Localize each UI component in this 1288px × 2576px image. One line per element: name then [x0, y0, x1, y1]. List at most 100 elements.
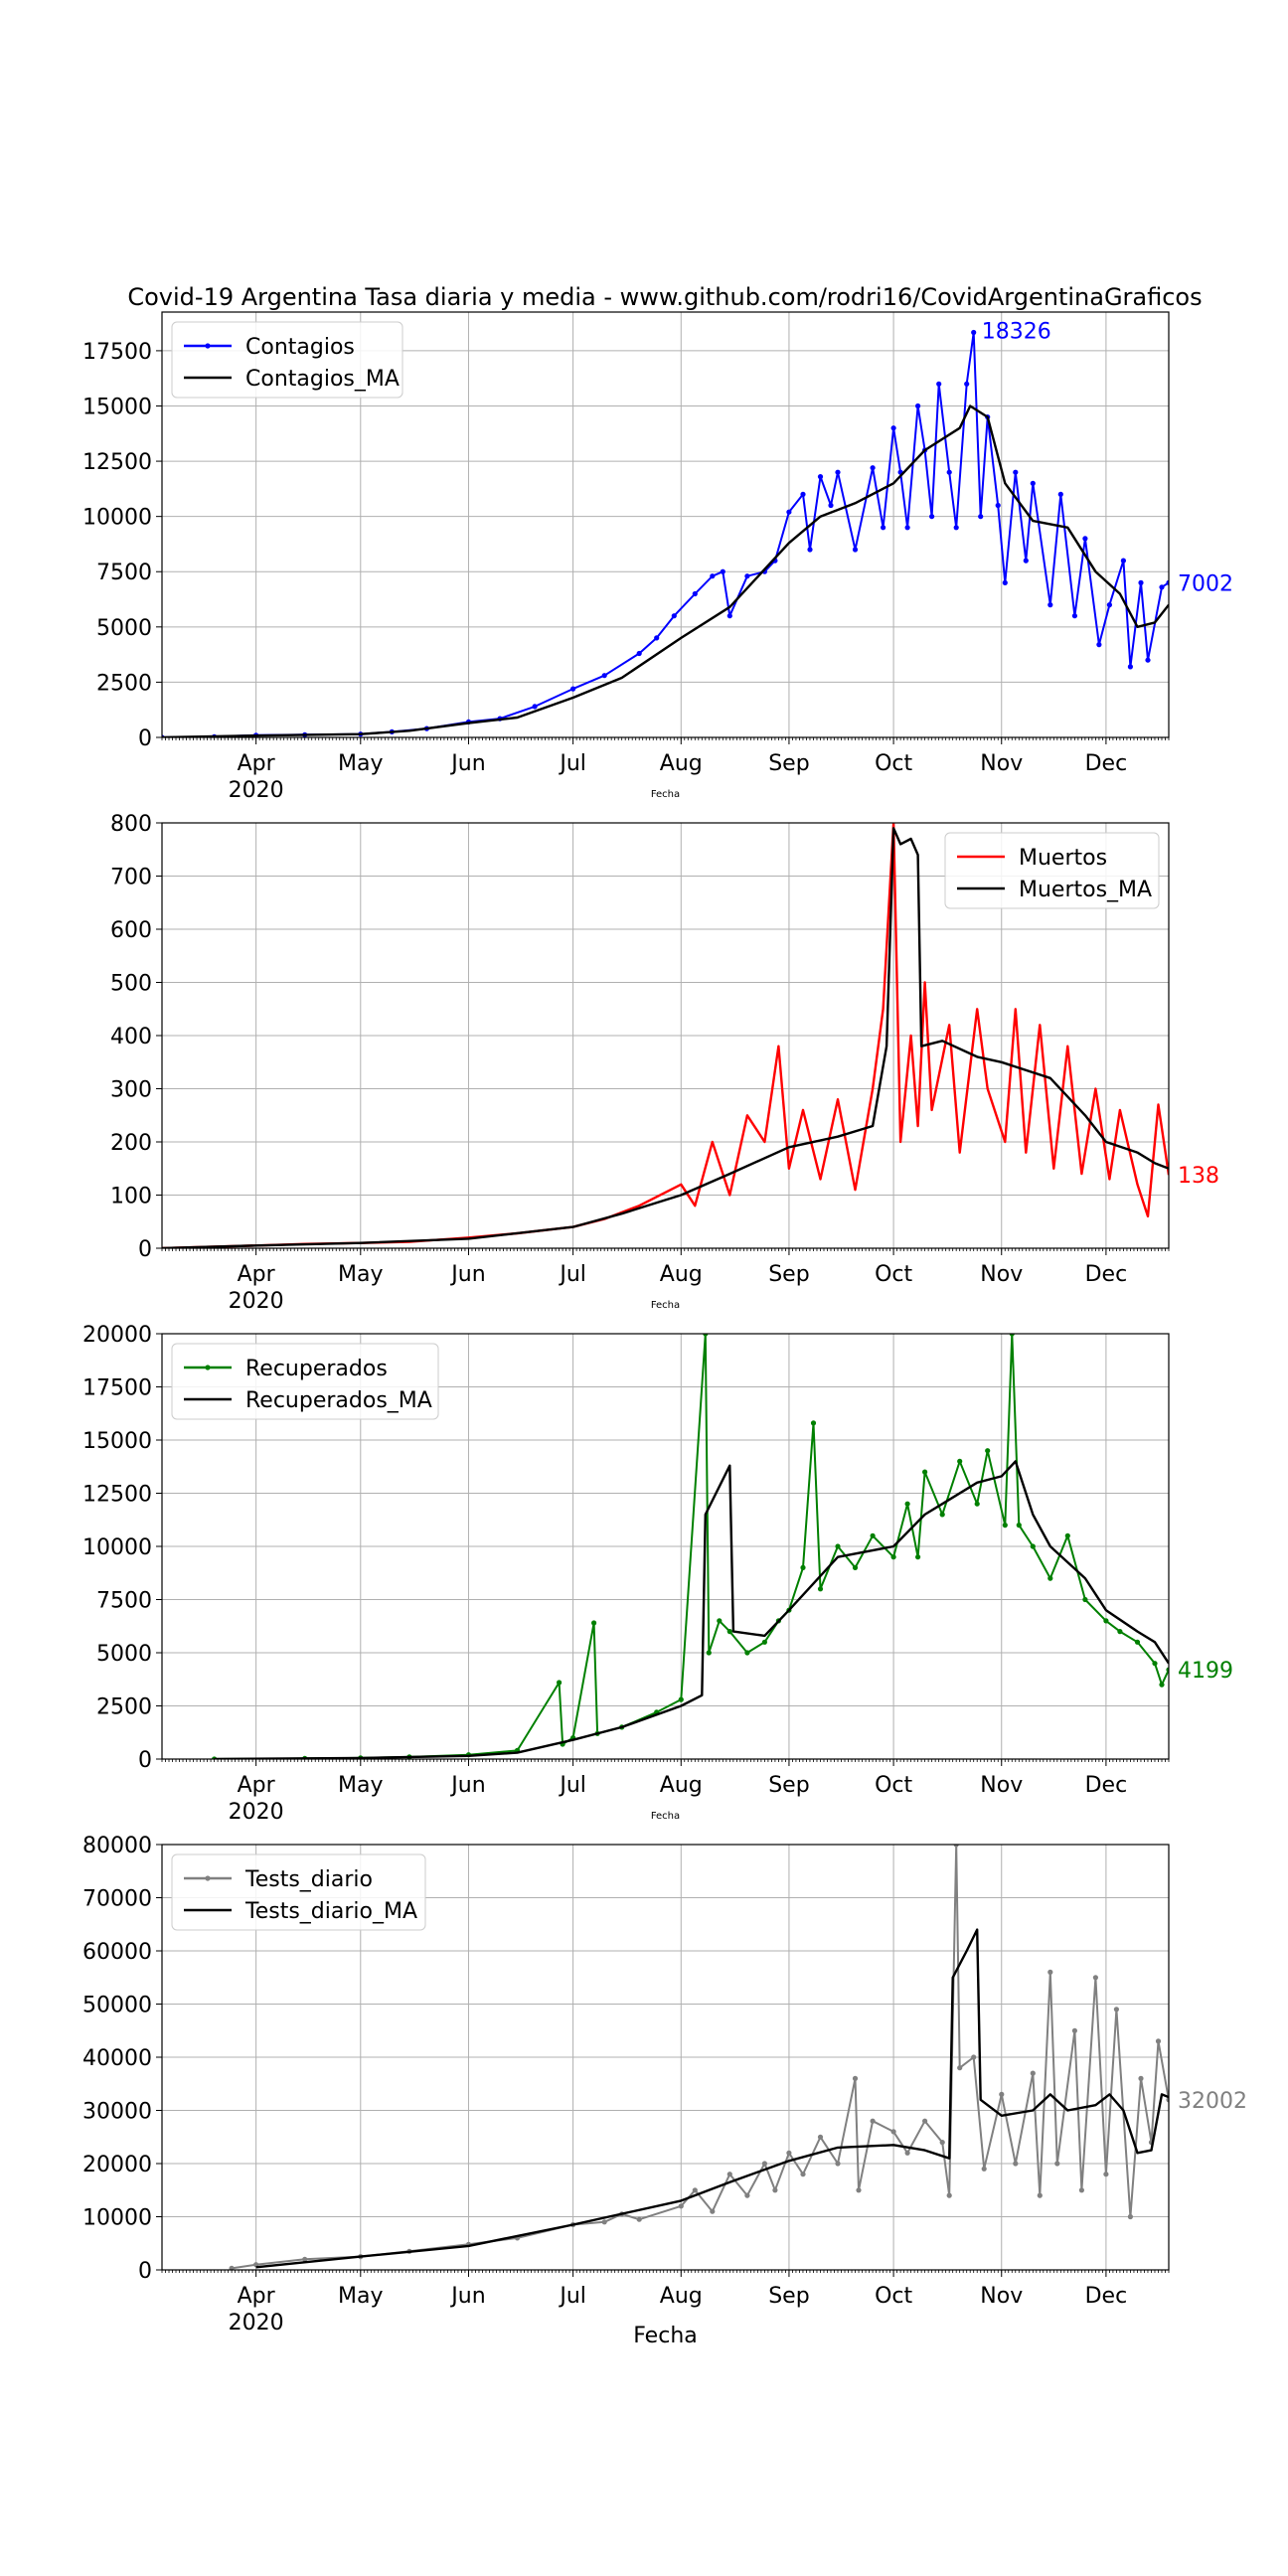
- x-tick-label: Sep: [768, 1262, 809, 1287]
- series-point-contagios: [807, 547, 813, 553]
- series-point-tests_diario: [817, 2134, 824, 2140]
- series-point-contagios: [1106, 602, 1112, 608]
- x-tick-label: Apr: [238, 2284, 276, 2309]
- series-point-tests_diario: [1037, 2192, 1043, 2198]
- series-point-tests_diario: [726, 2172, 732, 2177]
- x-tick-label: Sep: [768, 2284, 809, 2309]
- y-tick-label: 40000: [82, 2046, 152, 2071]
- legend-marker-recuperados: [205, 1365, 211, 1370]
- y-tick-label: 30000: [82, 2100, 152, 2125]
- x-tick-label: Sep: [768, 751, 809, 776]
- chart-panel-contagios: 0 2500 5000 7500 10000 12500 15000 17500 Apr May J…: [82, 311, 1233, 803]
- y-tick-label: 80000: [82, 1834, 152, 1858]
- series-point-recuperados: [1117, 1629, 1123, 1635]
- series-point-tests_diario: [786, 2150, 792, 2156]
- series-point-contagios: [636, 650, 642, 657]
- series-point-recuperados: [703, 1334, 709, 1337]
- series-point-contagios: [1127, 664, 1133, 670]
- series-point-tests_diario: [1103, 2172, 1109, 2177]
- series-point-tests_diario: [761, 2161, 768, 2167]
- series-point-contagios: [1138, 579, 1144, 586]
- legend-box: [171, 1853, 426, 1931]
- series-point-contagios: [1071, 613, 1077, 619]
- legend-marker-contagios: [205, 343, 211, 349]
- x-tick-label: May: [338, 751, 383, 776]
- series-point-contagios: [1047, 602, 1053, 608]
- x-tick-label: Jul: [558, 751, 586, 776]
- series-point-tests_diario: [1078, 2187, 1084, 2193]
- series-point-recuperados: [922, 1469, 928, 1475]
- y-tick-label: 800: [110, 812, 152, 837]
- series-point-recuperados: [1159, 1682, 1165, 1688]
- legend-label-tests_diario: Tests_diario: [244, 1867, 373, 1892]
- x-tick-label: Sep: [768, 1773, 809, 1798]
- series-point-recuperados: [761, 1639, 768, 1645]
- series-point-tests_diario: [1092, 1975, 1098, 1981]
- chart-panel-tests: 0 10000 20000 30000 40000 50000 60000 70000 8000…: [82, 1834, 1247, 2348]
- legend-box: [171, 1343, 439, 1420]
- series-point-contagios: [1082, 536, 1088, 542]
- series-point-contagios: [852, 547, 859, 553]
- series-point-recuperados: [1047, 1575, 1053, 1581]
- series-point-recuperados: [915, 1554, 921, 1560]
- y-tick-label: 0: [138, 1748, 152, 1773]
- chart-panel-muertos: 0 100 200 300 400 500 600 700 800 Apr May Jun Jul Aug…: [110, 812, 1219, 1314]
- annotation-label: 7002: [1178, 571, 1233, 596]
- legend-recuperados: Recuperados Recuperados_MA: [171, 1343, 439, 1420]
- series-point-recuperados: [974, 1501, 980, 1507]
- series-point-tests_diario: [852, 2075, 859, 2081]
- series-line-contagios_ma: [162, 404, 1169, 737]
- x-axis-label: Fecha: [633, 2324, 698, 2348]
- figure-title: Covid-19 Argentina Tasa diaria y media -…: [127, 283, 1202, 311]
- series-point-tests_diario: [1127, 2213, 1133, 2220]
- y-tick-label: 10000: [82, 2206, 152, 2231]
- legend-label-recuperados_ma: Recuperados_MA: [245, 1388, 432, 1413]
- y-tick-label: 12500: [82, 450, 152, 475]
- x-year-label: 2020: [229, 778, 284, 803]
- x-tick-label: Jul: [558, 1262, 586, 1287]
- series-point-tests_diario: [953, 1845, 959, 1848]
- series-line-recuperados_ma: [214, 1460, 1169, 1759]
- x-tick-label: Apr: [238, 1262, 276, 1287]
- legend-label-contagios_ma: Contagios_MA: [245, 367, 400, 392]
- series-point-tests_diario: [692, 2187, 698, 2193]
- x-tick-label: Aug: [660, 1773, 703, 1798]
- series-point-contagios: [978, 514, 984, 520]
- series-point-tests_diario: [772, 2187, 778, 2193]
- y-tick-label: 12500: [82, 1483, 152, 1508]
- series-point-contagios: [964, 381, 970, 387]
- series-point-tests_diario: [999, 2091, 1005, 2097]
- y-tick-label: 2500: [96, 1695, 152, 1720]
- y-tick-label: 60000: [82, 1940, 152, 1965]
- series-point-tests_diario: [229, 2265, 235, 2270]
- series-point-tests_diario: [904, 2150, 910, 2156]
- series-point-contagios: [726, 613, 732, 619]
- series-point-recuperados: [591, 1620, 597, 1626]
- y-tick-label: 600: [110, 918, 152, 943]
- series-point-contagios: [570, 686, 576, 692]
- series-point-contagios: [744, 573, 750, 579]
- series-point-recuperados: [1002, 1523, 1008, 1529]
- y-tick-label: 0: [138, 1237, 152, 1262]
- x-tick-label: Nov: [980, 751, 1023, 776]
- x-tick-label: Apr: [238, 1773, 276, 1798]
- legend-contagios: Contagios Contagios_MA: [171, 321, 403, 399]
- x-tick-label: Nov: [980, 2284, 1023, 2309]
- series-point-tests_diario: [744, 2192, 750, 2198]
- annotation-label: 4199: [1178, 1659, 1233, 1684]
- series-point-contagios: [1030, 480, 1036, 486]
- chart-panel-recuperados: 0 2500 5000 7500 10000 12500 15000 17500 20000 Ap…: [82, 1323, 1233, 1825]
- x-tick-label: Dec: [1085, 1262, 1128, 1287]
- y-tick-label: 17500: [82, 340, 152, 365]
- series-point-tests_diario: [971, 2054, 977, 2060]
- series-point-tests_diario: [981, 2166, 987, 2172]
- x-tick-label: Aug: [660, 1262, 703, 1287]
- series-point-contagios: [1023, 558, 1029, 564]
- series-point-recuperados: [890, 1554, 896, 1560]
- series-point-recuperados: [1152, 1661, 1158, 1667]
- y-tick-label: 10000: [82, 1535, 152, 1560]
- series-point-contagios: [671, 613, 677, 619]
- series-point-recuperados: [957, 1458, 963, 1464]
- series-point-recuperados: [939, 1512, 945, 1518]
- series-point-tests_diario: [957, 2065, 963, 2071]
